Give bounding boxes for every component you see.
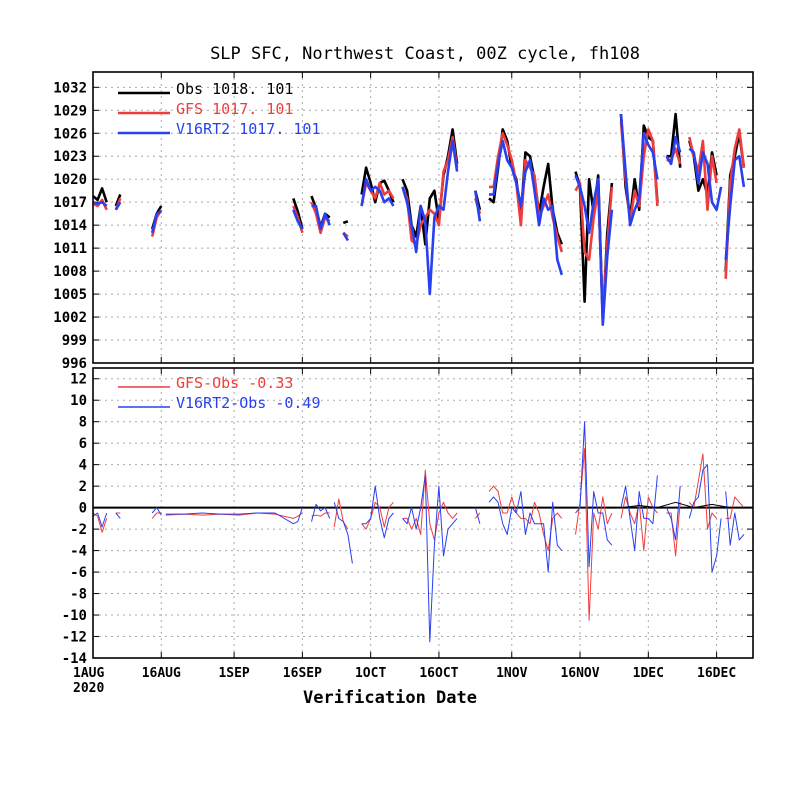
- series-line-gfs: [311, 512, 330, 517]
- series-line-obs: [620, 501, 744, 509]
- y-tick-label: 1011: [53, 241, 87, 257]
- series-line-obs: [292, 197, 304, 230]
- x-year-label: 2020: [73, 681, 104, 696]
- y-tick-label: 1002: [53, 310, 87, 326]
- plot-frame: [92, 71, 754, 364]
- legend-label-gfs: GFS 1017. 101: [176, 100, 293, 118]
- series-line-v16: [151, 507, 162, 516]
- y-tick-label: -6: [70, 565, 87, 581]
- x-tick-label: 1AUG: [73, 666, 104, 681]
- series-line-v16: [474, 190, 482, 222]
- y-tick-label: -14: [62, 651, 87, 667]
- series-line-v16: [725, 491, 745, 546]
- series-line-v16: [619, 113, 659, 227]
- series-line-v16: [665, 135, 682, 166]
- y-tick-label: 2: [79, 479, 87, 495]
- x-tick-label: 16AUG: [142, 666, 181, 681]
- y-tick-label: 1029: [53, 103, 87, 119]
- series-line-v16: [666, 486, 681, 541]
- y-tick-label: 999: [62, 333, 87, 349]
- series-line-v16: [115, 512, 121, 519]
- series-line-v16: [620, 475, 658, 552]
- chart-title: SLP SFC, Northwest Coast, 00Z cycle, fh1…: [210, 44, 640, 64]
- series-line-gfs: [724, 128, 746, 279]
- series-line-obs: [342, 220, 349, 225]
- x-tick-label: 1NOV: [496, 666, 527, 681]
- series-line-gfs: [361, 501, 394, 530]
- x-tick-label: 16OCT: [419, 666, 458, 681]
- series-line-v16: [402, 474, 458, 643]
- series-line-gfs: [401, 135, 459, 246]
- y-tick-label: 1026: [53, 126, 87, 142]
- series-line-v16: [488, 491, 563, 573]
- series-line-gfs: [688, 453, 717, 530]
- series-line-v16: [360, 177, 395, 207]
- x-tick-label: 1DEC: [633, 666, 664, 681]
- y-tick-label: 10: [70, 393, 87, 409]
- series-line-v16: [114, 201, 122, 211]
- y-tick-label: 4: [79, 458, 87, 474]
- y-tick-label: -4: [70, 544, 87, 560]
- y-tick-label: 6: [79, 436, 87, 452]
- legend-label-obs: Obs 1018. 101: [176, 80, 293, 98]
- y-tick-label: 1005: [53, 287, 87, 303]
- series-line-v16: [150, 210, 162, 234]
- y-tick-label: 8: [79, 415, 87, 431]
- series-line-v16: [292, 209, 304, 230]
- y-tick-label: -10: [62, 608, 87, 624]
- series-line-v16: [311, 503, 331, 522]
- series-line-gfs: [620, 496, 658, 552]
- series-line-v16: [724, 154, 746, 260]
- series-line-obs: [92, 187, 108, 203]
- series-line-v16: [489, 139, 564, 276]
- y-tick-label: 12: [70, 372, 87, 388]
- panel-1: 996 999 1002 1005 1008 1011 1014 1017 1020 1023 10…: [53, 71, 754, 372]
- series-line-v16: [474, 507, 481, 524]
- legend-label-v16: V16RT2 1017. 101: [176, 120, 321, 138]
- x-axis-label: Verification Date: [303, 688, 477, 708]
- x-tick-label: 16NOV: [560, 666, 599, 681]
- y-tick-label: -2: [70, 522, 87, 538]
- panel-2: -14 -12 -10 -8 -6 -4 -2 0 2 4 6 8 10 12 GFS-Obs -0.33 V…: [62, 367, 754, 667]
- legend-label-v16: V16RT2-Obs -0.49: [176, 394, 321, 412]
- x-tick-label: 1SEP: [218, 666, 249, 681]
- x-tick-label: 16DEC: [697, 666, 736, 681]
- x-tick-label: 16SEP: [283, 666, 322, 681]
- x-tick-label: 1OCT: [355, 666, 386, 681]
- series-line-gfs: [489, 132, 564, 253]
- y-tick-label: 1023: [53, 149, 87, 165]
- y-tick-label: -12: [62, 630, 87, 646]
- y-tick-label: 1008: [53, 264, 87, 280]
- series-line-v16: [361, 485, 394, 539]
- series-line-v16: [401, 139, 459, 296]
- y-tick-label: 1014: [53, 218, 87, 234]
- y-tick-label: 1017: [53, 195, 87, 211]
- y-tick-label: 996: [62, 356, 87, 372]
- series-line-gfs: [488, 485, 563, 552]
- series-line-gfs: [402, 469, 458, 541]
- series-line-v16: [688, 464, 722, 573]
- y-tick-label: -8: [70, 587, 87, 603]
- y-tick-label: 1032: [53, 80, 87, 96]
- series-line-v16: [574, 174, 614, 327]
- series-line-v16: [342, 232, 350, 242]
- series-line-gfs: [333, 498, 349, 530]
- legend-label-gfs: GFS-Obs -0.33: [176, 374, 293, 392]
- series-line-v16: [92, 512, 108, 528]
- series-line-v16: [311, 204, 331, 231]
- series-line-obs: [114, 194, 122, 207]
- y-tick-label: 1020: [53, 172, 87, 188]
- y-tick-label: 0: [79, 501, 87, 517]
- series-line-gfs: [725, 496, 745, 519]
- series-line-v16: [333, 502, 353, 564]
- series-line-v16: [92, 200, 108, 208]
- series-line-v16: [165, 507, 303, 525]
- series-line-v16: [575, 421, 613, 568]
- plot-frame: [92, 367, 754, 659]
- series-line-v16: [688, 147, 723, 212]
